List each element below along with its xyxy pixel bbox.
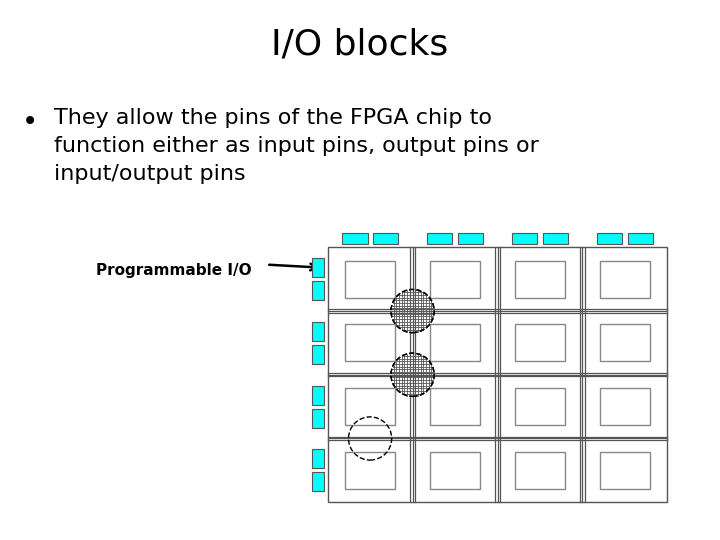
Bar [458, 233, 483, 244]
Text: They allow the pins of the FPGA chip to
function either as input pins, output pi: They allow the pins of the FPGA chip to … [54, 108, 539, 184]
Bar [346, 261, 395, 298]
Bar [312, 409, 324, 428]
Bar [431, 261, 480, 298]
Text: •: • [22, 108, 38, 136]
Bar [628, 233, 653, 244]
Bar [600, 452, 649, 489]
Bar [346, 388, 395, 425]
Bar [312, 472, 324, 491]
Bar [431, 325, 480, 361]
Bar [600, 388, 649, 425]
Bar [312, 258, 324, 277]
Bar [312, 281, 324, 300]
Bar [600, 261, 649, 298]
Bar [597, 233, 622, 244]
Bar [512, 233, 537, 244]
Bar [312, 322, 324, 341]
Bar [312, 386, 324, 404]
Bar [346, 325, 395, 361]
Bar [312, 345, 324, 364]
Bar [346, 452, 395, 489]
Bar [516, 452, 564, 489]
Bar [431, 388, 480, 425]
Bar [427, 233, 452, 244]
Bar [516, 325, 564, 361]
Text: Programmable I/O: Programmable I/O [96, 262, 252, 278]
Bar [600, 325, 649, 361]
Text: I/O blocks: I/O blocks [271, 27, 449, 61]
Bar [516, 388, 564, 425]
Bar [373, 233, 398, 244]
Bar [543, 233, 568, 244]
Bar [342, 233, 367, 244]
Bar [431, 452, 480, 489]
Bar [328, 247, 667, 502]
Bar [312, 449, 324, 468]
Bar [516, 261, 564, 298]
